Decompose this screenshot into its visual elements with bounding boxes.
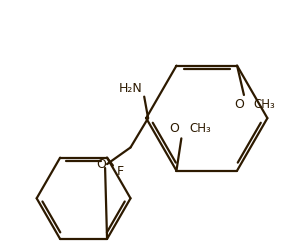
Text: CH₃: CH₃: [189, 122, 211, 135]
Text: O: O: [96, 158, 106, 171]
Text: O: O: [234, 98, 244, 111]
Text: CH₃: CH₃: [254, 98, 275, 111]
Text: O: O: [170, 122, 179, 135]
Text: F: F: [117, 165, 124, 178]
Text: H₂N: H₂N: [119, 82, 142, 95]
